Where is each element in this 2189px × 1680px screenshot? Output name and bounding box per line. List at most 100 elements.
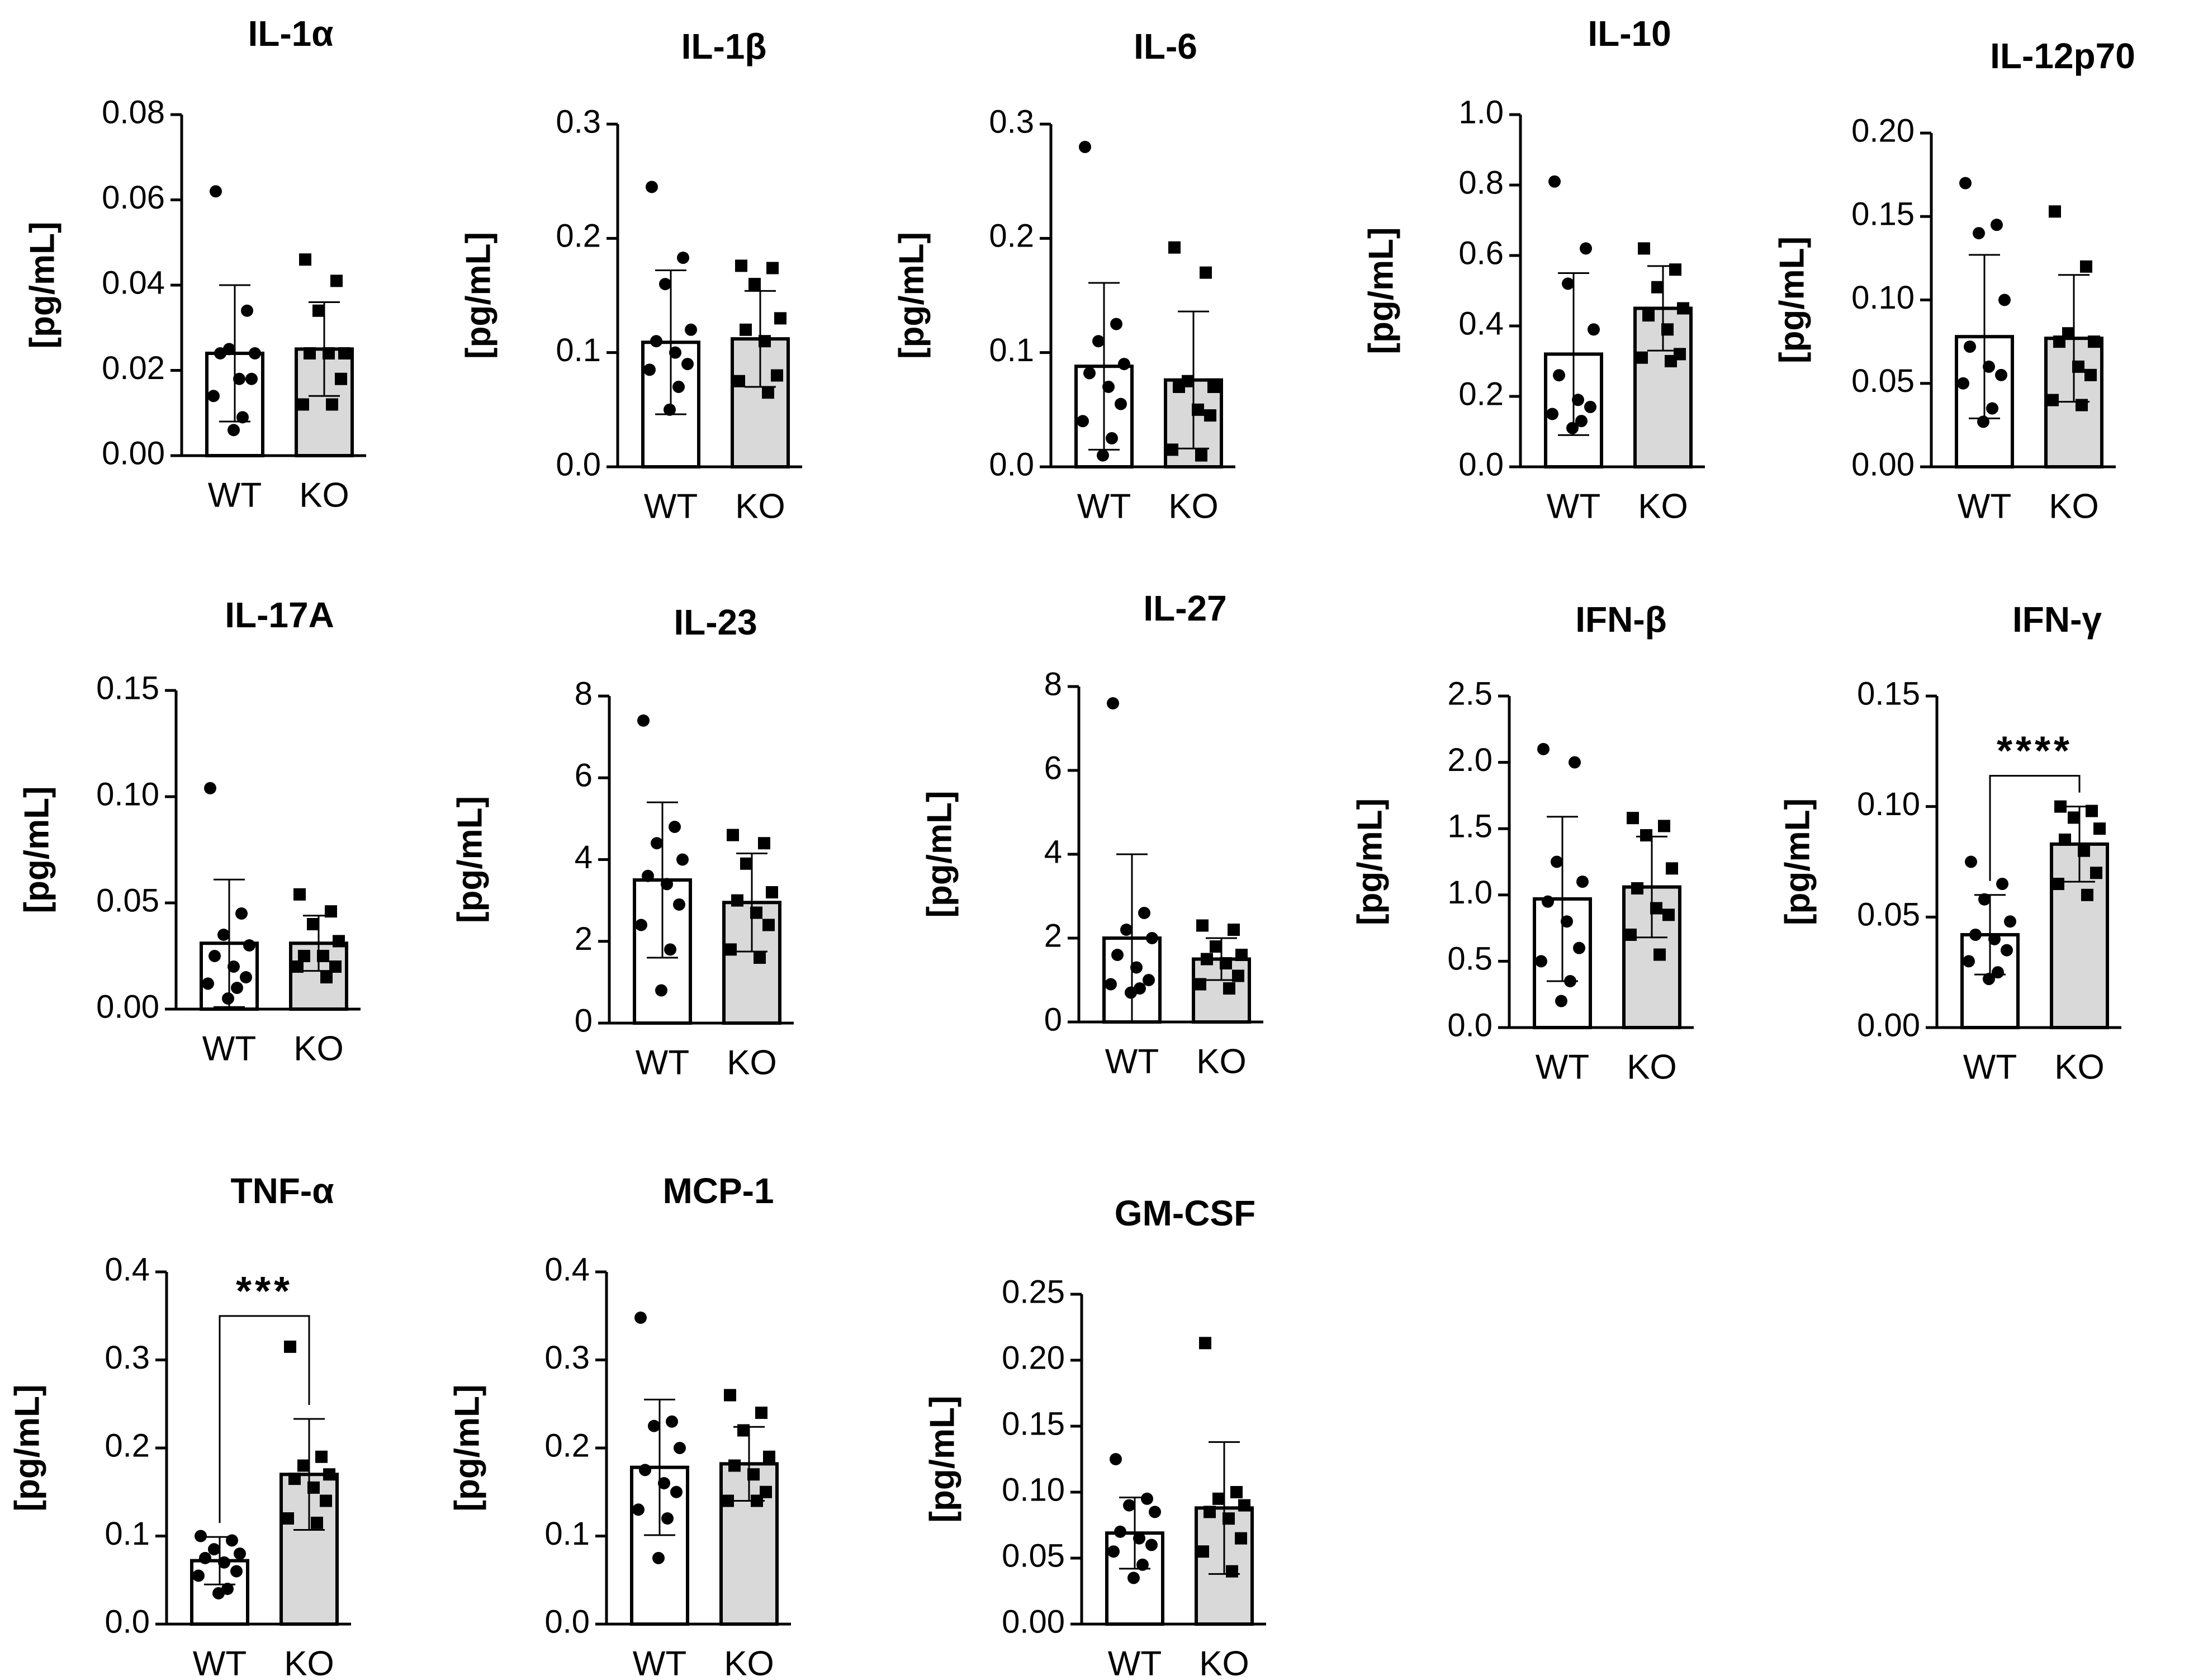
y-tick-label: 2 [1044, 917, 1062, 954]
data-point-wt [1992, 966, 2004, 979]
data-point-ko [1212, 1492, 1225, 1505]
x-category-label: KO [2049, 487, 2099, 526]
data-point-wt [648, 1419, 660, 1432]
data-point-wt [1133, 1532, 1145, 1545]
data-point-ko [298, 950, 310, 962]
data-point-wt [1092, 335, 1105, 348]
data-point-ko [325, 905, 337, 918]
data-point-ko [759, 335, 771, 348]
y-tick-label: 0.00 [1002, 1603, 1065, 1640]
y-tick-label: 0.0 [1458, 446, 1504, 482]
y-tick-label: 0.25 [1002, 1274, 1065, 1310]
y-tick-label: 0.2 [556, 218, 601, 254]
data-point-wt [1957, 377, 1969, 390]
data-point-wt [195, 1530, 207, 1542]
y-tick-label: 0.08 [102, 94, 165, 130]
data-point-ko [762, 386, 774, 399]
y-tick-label: 8 [575, 675, 593, 712]
data-point-wt [1097, 449, 1109, 462]
data-point-wt [637, 714, 650, 727]
data-point-ko [323, 347, 335, 359]
data-point-wt [1969, 928, 1982, 941]
data-point-wt [245, 372, 258, 385]
data-point-wt [241, 304, 253, 317]
significance-bracket [1989, 775, 2081, 881]
x-category-label: KO [284, 1644, 334, 1680]
data-point-wt [659, 278, 671, 291]
data-point-ko [747, 1468, 760, 1481]
data-point-ko [2086, 804, 2098, 817]
x-category-label: KO [1627, 1048, 1677, 1086]
data-point-ko [1201, 953, 1213, 966]
y-tick-label: 0.06 [102, 179, 165, 216]
x-category-label: KO [2054, 1048, 2105, 1086]
y-axis-title: [pg/mL] [448, 1384, 486, 1511]
data-point-ko [2053, 335, 2065, 348]
data-point-ko [750, 906, 762, 919]
data-point-ko [2049, 205, 2061, 218]
data-point-wt [1973, 227, 1985, 240]
x-category-label: WT [202, 1029, 256, 1068]
data-point-wt [1562, 277, 1574, 290]
y-tick-label: 6 [575, 758, 593, 794]
data-point-ko [1204, 409, 1216, 422]
chart-panel-8: IL-27 0 2 4 6 8 [pg/mL] WT KO [920, 588, 1263, 1081]
data-point-wt [1077, 415, 1089, 428]
y-tick-label: 0.1 [105, 1516, 150, 1552]
data-point-ko [329, 960, 342, 973]
y-tick-label: 0.15 [1857, 675, 1920, 712]
y-tick-label: 0.0 [1447, 1007, 1492, 1043]
data-point-wt [222, 992, 234, 1005]
y-tick-label: 0.2 [989, 218, 1034, 254]
x-category-label: WT [1077, 487, 1131, 526]
data-point-wt [1553, 369, 1565, 382]
data-point-ko [1197, 1545, 1209, 1558]
data-point-ko [1232, 969, 1244, 982]
x-category-label: KO [299, 476, 349, 514]
y-tick-label: 0 [575, 1002, 593, 1039]
data-point-wt [1964, 340, 1976, 353]
data-point-wt [1983, 360, 1995, 373]
data-point-ko [724, 1389, 736, 1402]
x-category-label: WT [1536, 1048, 1589, 1086]
data-point-wt [1130, 961, 1143, 974]
data-point-ko [1223, 1512, 1235, 1525]
data-point-wt [1996, 878, 2008, 891]
x-category-label: KO [1196, 1042, 1247, 1081]
y-axis-title: [pg/mL] [459, 232, 498, 359]
data-point-ko [1192, 403, 1204, 416]
data-point-wt [674, 1442, 686, 1454]
data-point-wt [202, 977, 214, 990]
data-point-ko [722, 1494, 734, 1507]
y-tick-label: 0.04 [102, 264, 165, 301]
data-point-ko [1194, 978, 1206, 991]
data-point-wt [228, 960, 240, 973]
y-axis-title: [pg/mL] [1773, 236, 1811, 363]
x-category-label: KO [1638, 487, 1688, 526]
data-point-wt [1107, 697, 1119, 709]
data-point-wt [1988, 933, 2001, 945]
y-tick-label: 4 [575, 839, 593, 876]
chart-panel-11: TNF-α 0.0 0.1 0.2 0.3 0.4 [pg/mL] WT KO *** [8, 1171, 351, 1680]
y-axis-title: [pg/mL] [920, 791, 959, 917]
data-point-wt [1125, 986, 1137, 999]
data-point-ko [733, 375, 745, 387]
data-point-wt [651, 837, 663, 850]
y-tick-label: 0.0 [105, 1603, 150, 1640]
data-point-ko [2059, 833, 2071, 846]
data-point-ko [1168, 241, 1181, 254]
x-category-label: WT [636, 1043, 689, 1082]
y-axis-title: [pg/mL] [1362, 227, 1400, 354]
chart-title: IFN-β [1575, 599, 1666, 640]
data-point-ko [304, 347, 316, 359]
y-tick-label: 2.5 [1447, 675, 1492, 712]
data-point-wt [1111, 949, 1124, 961]
y-tick-label: 0.15 [1851, 196, 1915, 233]
chart-panel-7: IL-23 0 2 4 6 8 [pg/mL] WT KO [451, 602, 794, 1082]
data-point-wt [1118, 358, 1130, 371]
chart-title: IL-17A [225, 595, 334, 635]
y-tick-label: 0.15 [96, 670, 159, 706]
data-point-wt [1542, 895, 1554, 908]
data-point-wt [1551, 855, 1563, 868]
